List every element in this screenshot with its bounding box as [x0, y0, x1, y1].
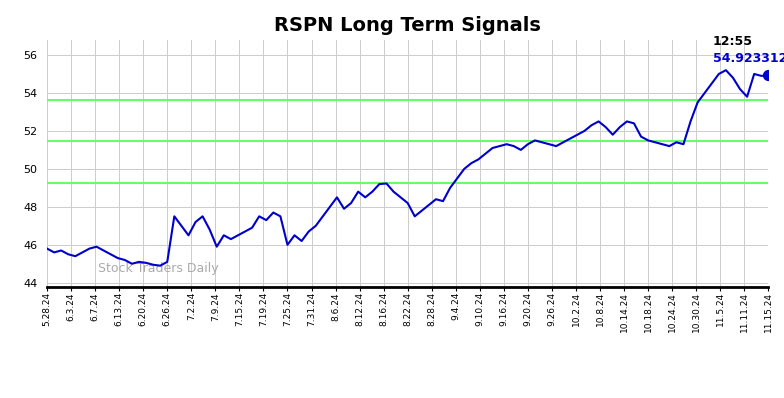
Text: 54.923312: 54.923312 — [713, 51, 784, 64]
Title: RSPN Long Term Signals: RSPN Long Term Signals — [274, 16, 541, 35]
Point — [762, 72, 775, 79]
Text: 12:55: 12:55 — [713, 35, 753, 48]
Text: Stock Traders Daily: Stock Traders Daily — [97, 262, 218, 275]
